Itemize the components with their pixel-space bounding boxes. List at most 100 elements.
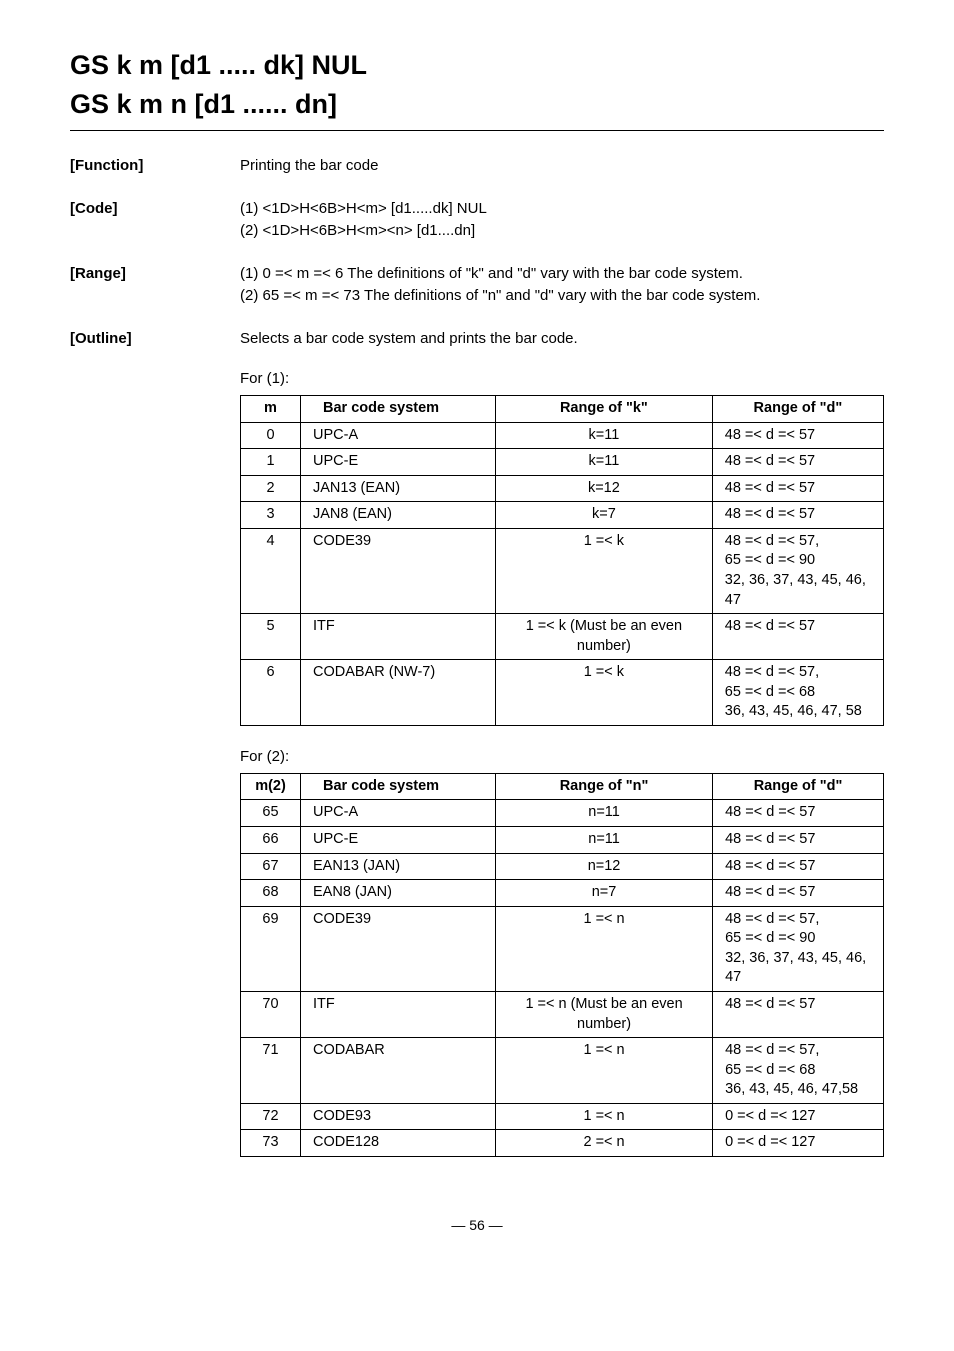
cell-range-k: n=11 bbox=[496, 800, 713, 827]
cell-sys: UPC-A bbox=[301, 422, 496, 449]
th-rn: Range of "n" bbox=[496, 773, 713, 800]
table-2: m(2) Bar code system Range of "n" Range … bbox=[240, 773, 884, 1157]
table-row: 69CODE391 =< n48 =< d =< 57, 65 =< d =< … bbox=[241, 906, 884, 991]
cell-range-d: 48 =< d =< 57 bbox=[713, 827, 884, 854]
cell-m: 66 bbox=[241, 827, 301, 854]
cell-m: 65 bbox=[241, 800, 301, 827]
cell-m: 67 bbox=[241, 853, 301, 880]
cell-sys: CODE39 bbox=[301, 906, 496, 991]
cell-sys: UPC-E bbox=[301, 827, 496, 854]
th-m: m bbox=[241, 396, 301, 423]
th-rk: Range of "k" bbox=[496, 396, 713, 423]
cell-range-k: 1 =< n bbox=[496, 906, 713, 991]
cell-range-d: 48 =< d =< 57 bbox=[712, 502, 883, 529]
cell-range-d: 48 =< d =< 57, 65 =< d =< 90 32, 36, 37,… bbox=[713, 906, 884, 991]
def-range: [Range] (1) 0 =< m =< 6 The definitions … bbox=[70, 263, 884, 308]
cell-m: 69 bbox=[241, 906, 301, 991]
table-row: 73CODE1282 =< n0 =< d =< 127 bbox=[241, 1130, 884, 1157]
table-row: m Bar code system Range of "k" Range of … bbox=[241, 396, 884, 423]
cell-range-k: n=12 bbox=[496, 853, 713, 880]
table-row: 4CODE391 =< k48 =< d =< 57, 65 =< d =< 9… bbox=[241, 528, 884, 613]
cell-m: 0 bbox=[241, 422, 301, 449]
cell-range-d: 48 =< d =< 57 bbox=[712, 449, 883, 476]
def-range-line2: (2) 65 =< m =< 73 The definitions of "n"… bbox=[240, 285, 884, 308]
cell-range-d: 48 =< d =< 57 bbox=[712, 475, 883, 502]
cell-m: 72 bbox=[241, 1103, 301, 1130]
cell-range-k: k=12 bbox=[496, 475, 713, 502]
th-sys2: Bar code system bbox=[301, 773, 496, 800]
table-row: 65UPC-An=1148 =< d =< 57 bbox=[241, 800, 884, 827]
cell-range-d: 48 =< d =< 57 bbox=[713, 991, 884, 1037]
th-rd: Range of "d" bbox=[712, 396, 883, 423]
cell-m: 71 bbox=[241, 1038, 301, 1104]
cell-sys: EAN8 (JAN) bbox=[301, 880, 496, 907]
cell-sys: UPC-E bbox=[301, 449, 496, 476]
cell-range-d: 48 =< d =< 57, 65 =< d =< 68 36, 43, 45,… bbox=[713, 1038, 884, 1104]
cell-sys: CODE39 bbox=[301, 528, 496, 613]
cell-sys: JAN13 (EAN) bbox=[301, 475, 496, 502]
page-footer: — 56 — bbox=[70, 1217, 884, 1233]
page-title-1: GS k m [d1 ..... dk] NUL bbox=[70, 50, 884, 81]
cell-range-k: 1 =< n bbox=[496, 1038, 713, 1104]
cell-sys: ITF bbox=[301, 614, 496, 660]
cell-range-d: 0 =< d =< 127 bbox=[713, 1103, 884, 1130]
cell-sys: CODE93 bbox=[301, 1103, 496, 1130]
table-row: 6CODABAR (NW-7)1 =< k48 =< d =< 57, 65 =… bbox=[241, 660, 884, 726]
def-code-label: [Code] bbox=[70, 198, 240, 243]
cell-m: 3 bbox=[241, 502, 301, 529]
cell-m: 6 bbox=[241, 660, 301, 726]
cell-sys: EAN13 (JAN) bbox=[301, 853, 496, 880]
cell-sys: CODABAR (NW-7) bbox=[301, 660, 496, 726]
table-row: 68EAN8 (JAN)n=748 =< d =< 57 bbox=[241, 880, 884, 907]
cell-range-k: n=11 bbox=[496, 827, 713, 854]
table-1: m Bar code system Range of "k" Range of … bbox=[240, 395, 884, 726]
cell-m: 5 bbox=[241, 614, 301, 660]
def-range-text: (1) 0 =< m =< 6 The definitions of "k" a… bbox=[240, 263, 884, 308]
table-row: 71CODABAR1 =< n48 =< d =< 57, 65 =< d =<… bbox=[241, 1038, 884, 1104]
cell-range-k: k=11 bbox=[496, 422, 713, 449]
cell-range-k: 1 =< n (Must be an even number) bbox=[496, 991, 713, 1037]
cell-m: 68 bbox=[241, 880, 301, 907]
def-code-line1: (1) <1D>H<6B>H<m> [d1.....dk] NUL bbox=[240, 198, 884, 221]
cell-range-d: 0 =< d =< 127 bbox=[713, 1130, 884, 1157]
cell-range-d: 48 =< d =< 57, 65 =< d =< 68 36, 43, 45,… bbox=[712, 660, 883, 726]
cell-range-k: 1 =< k bbox=[496, 660, 713, 726]
table-row: 5ITF1 =< k (Must be an even number)48 =<… bbox=[241, 614, 884, 660]
cell-range-d: 48 =< d =< 57 bbox=[713, 800, 884, 827]
cell-m: 73 bbox=[241, 1130, 301, 1157]
def-function: [Function] Printing the bar code bbox=[70, 155, 884, 178]
cell-range-d: 48 =< d =< 57 bbox=[713, 880, 884, 907]
for2-label: For (2): bbox=[240, 748, 884, 765]
def-function-text: Printing the bar code bbox=[240, 155, 884, 178]
def-outline-text: Selects a bar code system and prints the… bbox=[240, 328, 884, 351]
table-row: 70ITF1 =< n (Must be an even number)48 =… bbox=[241, 991, 884, 1037]
title-divider bbox=[70, 130, 884, 131]
cell-range-d: 48 =< d =< 57 bbox=[712, 422, 883, 449]
cell-sys: UPC-A bbox=[301, 800, 496, 827]
cell-range-d: 48 =< d =< 57 bbox=[713, 853, 884, 880]
cell-m: 4 bbox=[241, 528, 301, 613]
th-m2: m(2) bbox=[241, 773, 301, 800]
cell-range-k: 2 =< n bbox=[496, 1130, 713, 1157]
def-outline: [Outline] Selects a bar code system and … bbox=[70, 328, 884, 351]
cell-range-d: 48 =< d =< 57, 65 =< d =< 90 32, 36, 37,… bbox=[712, 528, 883, 613]
cell-sys: ITF bbox=[301, 991, 496, 1037]
cell-sys: CODABAR bbox=[301, 1038, 496, 1104]
table-row: 72CODE931 =< n0 =< d =< 127 bbox=[241, 1103, 884, 1130]
cell-range-k: 1 =< k bbox=[496, 528, 713, 613]
def-range-label: [Range] bbox=[70, 263, 240, 308]
def-code: [Code] (1) <1D>H<6B>H<m> [d1.....dk] NUL… bbox=[70, 198, 884, 243]
th-rd2: Range of "d" bbox=[713, 773, 884, 800]
def-outline-label: [Outline] bbox=[70, 328, 240, 351]
cell-range-k: n=7 bbox=[496, 880, 713, 907]
table-row: 0UPC-Ak=1148 =< d =< 57 bbox=[241, 422, 884, 449]
for1-label: For (1): bbox=[240, 370, 884, 387]
table-row: 3JAN8 (EAN)k=748 =< d =< 57 bbox=[241, 502, 884, 529]
cell-m: 2 bbox=[241, 475, 301, 502]
def-function-label: [Function] bbox=[70, 155, 240, 178]
cell-m: 70 bbox=[241, 991, 301, 1037]
def-code-line2: (2) <1D>H<6B>H<m><n> [d1....dn] bbox=[240, 220, 884, 243]
cell-m: 1 bbox=[241, 449, 301, 476]
cell-range-k: k=7 bbox=[496, 502, 713, 529]
cell-range-d: 48 =< d =< 57 bbox=[712, 614, 883, 660]
